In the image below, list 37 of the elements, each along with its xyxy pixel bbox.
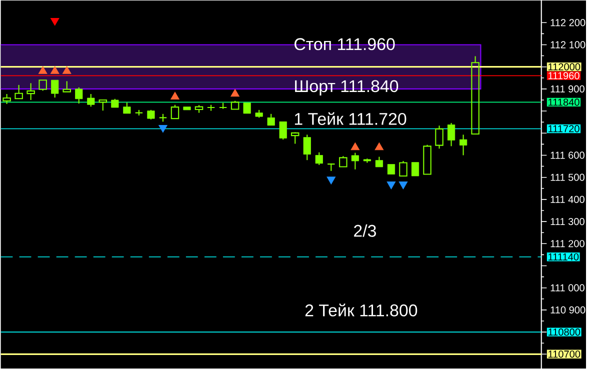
candlestick <box>411 162 420 176</box>
point <box>386 182 396 190</box>
candlestick <box>183 106 191 110</box>
y-tick-label: 111 000 <box>550 284 584 292</box>
y-tick-label: 111 900 <box>550 85 584 92</box>
annotation: 2/3 <box>354 224 376 237</box>
ref-line-label: 111720 <box>548 125 580 132</box>
ref-line-label: 111960 <box>548 72 580 80</box>
point <box>398 182 408 190</box>
point <box>50 66 60 74</box>
candlestick <box>435 125 444 150</box>
annotation: 2 Тейк 111.800 <box>305 304 418 316</box>
candlestick <box>62 80 71 92</box>
y-tick-label: 111 200 <box>550 240 584 248</box>
y-tick-label: 111 400 <box>550 196 584 203</box>
y-tick-label: 110 900 <box>550 306 586 314</box>
ref-line-label: 111140 <box>548 253 579 260</box>
y-tick-label: 112 200 <box>550 19 586 26</box>
ref-line-label: 110700 <box>548 350 580 358</box>
y-tick-label: 111 300 <box>550 218 584 226</box>
point <box>38 66 48 74</box>
point <box>230 88 240 97</box>
candlestick <box>303 134 311 161</box>
point <box>62 66 72 74</box>
y-tick-label: 111 500 <box>550 174 584 181</box>
candlestick <box>243 102 251 114</box>
ref-line-label: 111840 <box>548 98 580 106</box>
point <box>158 124 168 133</box>
ref-line-label: 110800 <box>548 328 580 336</box>
point <box>326 176 336 184</box>
candlestick <box>447 122 456 147</box>
y-tick-label: 112 100 <box>550 41 586 48</box>
ref-line-label: 112000 <box>548 63 580 70</box>
candlestick <box>387 164 396 174</box>
annotation: 1 Тейк 111.720 <box>294 112 406 125</box>
point <box>170 92 180 100</box>
y-tick-label: 111 600 <box>550 152 584 159</box>
